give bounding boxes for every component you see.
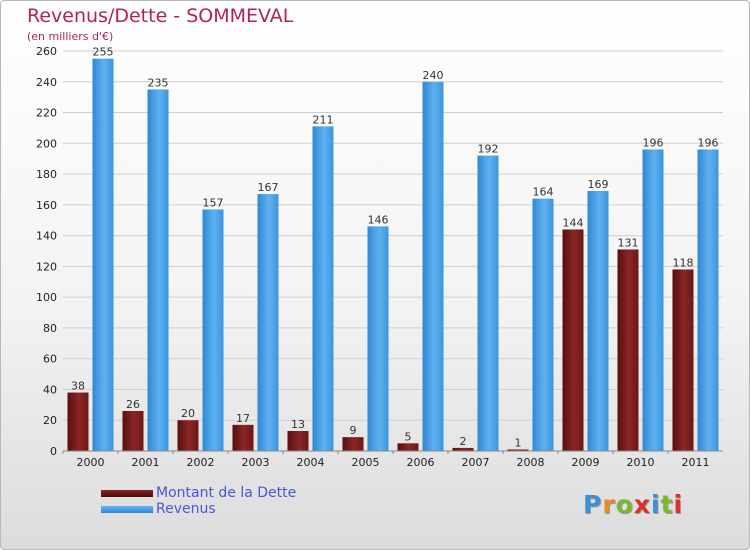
bar-dette <box>397 443 419 451</box>
data-label-revenus: 211 <box>313 113 334 126</box>
x-tick-label: 2006 <box>407 456 435 469</box>
data-label-revenus: 169 <box>588 178 609 191</box>
y-tick-label: 120 <box>36 260 57 273</box>
y-tick-label: 140 <box>36 230 57 243</box>
data-label-revenus: 164 <box>533 186 554 199</box>
y-tick-label: 200 <box>36 137 57 150</box>
data-label-dette: 118 <box>673 256 694 269</box>
x-tick-label: 2003 <box>242 456 270 469</box>
grid-lines <box>63 50 723 452</box>
chart-title: Revenus/Dette - SOMMEVAL <box>27 5 294 27</box>
legend-swatch-revenus <box>101 506 153 513</box>
data-label-dette: 38 <box>71 380 85 393</box>
data-label-dette: 9 <box>350 424 357 437</box>
x-tick-label: 2010 <box>627 456 655 469</box>
data-label-dette: 17 <box>236 412 250 425</box>
y-tick-label: 60 <box>43 353 57 366</box>
bar-revenus <box>532 198 554 451</box>
bar-dette <box>122 411 144 451</box>
bar-revenus <box>422 81 444 452</box>
data-labels: 38 255 26 235 20 157 17 167 13 211 9 146 5 240 2 192 1 16… <box>71 46 719 450</box>
y-tick-label: 80 <box>43 322 57 335</box>
x-tick-label: 2005 <box>352 456 380 469</box>
logo-letter: i <box>651 490 661 519</box>
bar-revenus <box>642 149 664 451</box>
data-label-dette: 2 <box>460 435 467 448</box>
logo-letter: i <box>673 490 684 519</box>
bar-dette <box>232 424 254 451</box>
bar-revenus <box>147 89 169 451</box>
y-tick-label: 180 <box>36 168 57 181</box>
bar-dette <box>177 420 199 451</box>
logo-letter: x <box>633 490 651 519</box>
data-label-revenus: 146 <box>368 213 389 226</box>
x-tick-label: 2004 <box>297 456 325 469</box>
data-label-revenus: 255 <box>93 46 114 59</box>
x-tick-label: 2001 <box>132 456 160 469</box>
x-tick-label: 2000 <box>77 456 105 469</box>
bar-dette <box>342 437 364 451</box>
bar-dette <box>562 229 584 451</box>
data-label-dette: 5 <box>405 430 412 443</box>
logo-letter: r <box>602 490 616 519</box>
y-tick-label: 40 <box>43 383 57 396</box>
y-tick-label: 100 <box>36 291 57 304</box>
data-label-dette: 20 <box>181 407 195 420</box>
x-axis-ticks: 2000 2001 2002 2003 2004 2005 2006 2007 2008 2009… <box>62 451 710 469</box>
data-label-revenus: 167 <box>258 181 279 194</box>
bar-revenus <box>92 58 114 451</box>
data-label-dette: 1 <box>515 436 522 449</box>
logo-letter: P <box>583 490 603 519</box>
data-label-dette: 131 <box>618 236 639 249</box>
x-tick-label: 2007 <box>462 456 490 469</box>
data-label-dette: 26 <box>126 398 140 411</box>
chart-subtitle: (en milliers d'€) <box>27 30 114 43</box>
logo-letter: t <box>660 490 674 519</box>
data-label-dette: 13 <box>291 418 305 431</box>
y-tick-label: 220 <box>36 107 57 120</box>
data-label-revenus: 235 <box>148 76 169 89</box>
bar-dette <box>507 449 529 451</box>
data-label-revenus: 157 <box>203 196 224 209</box>
x-tick-label: 2002 <box>187 456 215 469</box>
y-tick-label: 260 <box>36 45 57 58</box>
y-axis-ticks: 0 20 40 60 80 100 120 140 160 180 200 220 240 260 <box>36 45 57 458</box>
legend-label-revenus: Revenus <box>156 501 216 517</box>
data-label-revenus: 192 <box>478 143 499 156</box>
data-label-revenus: 240 <box>423 69 444 82</box>
bar-revenus <box>697 149 719 451</box>
bar-revenus <box>312 126 334 451</box>
bar-dette <box>452 447 474 451</box>
bar-dette <box>67 392 89 451</box>
bar-revenus <box>257 194 279 452</box>
bars <box>67 58 719 452</box>
y-tick-label: 160 <box>36 199 57 212</box>
bar-revenus <box>477 155 499 451</box>
bar-dette <box>617 249 639 451</box>
data-label-dette: 144 <box>563 216 584 229</box>
bar-revenus <box>202 209 224 451</box>
x-tick-label: 2009 <box>572 456 600 469</box>
x-tick-label: 2011 <box>682 456 710 469</box>
bar-dette <box>287 431 309 451</box>
legend-label-dette: Montant de la Dette <box>156 485 297 501</box>
y-tick-label: 0 <box>50 445 57 458</box>
proxiti-logo: Proxiti <box>583 490 683 519</box>
logo-letter: o <box>615 490 634 519</box>
bar-dette <box>672 269 694 451</box>
y-tick-label: 240 <box>36 76 57 89</box>
x-tick-label: 2008 <box>517 456 545 469</box>
data-label-revenus: 196 <box>643 136 664 149</box>
bar-revenus <box>587 191 609 451</box>
bar-revenus <box>367 226 389 451</box>
data-label-revenus: 196 <box>698 136 719 149</box>
legend-swatch-dette <box>101 490 153 497</box>
y-tick-label: 20 <box>43 414 57 427</box>
